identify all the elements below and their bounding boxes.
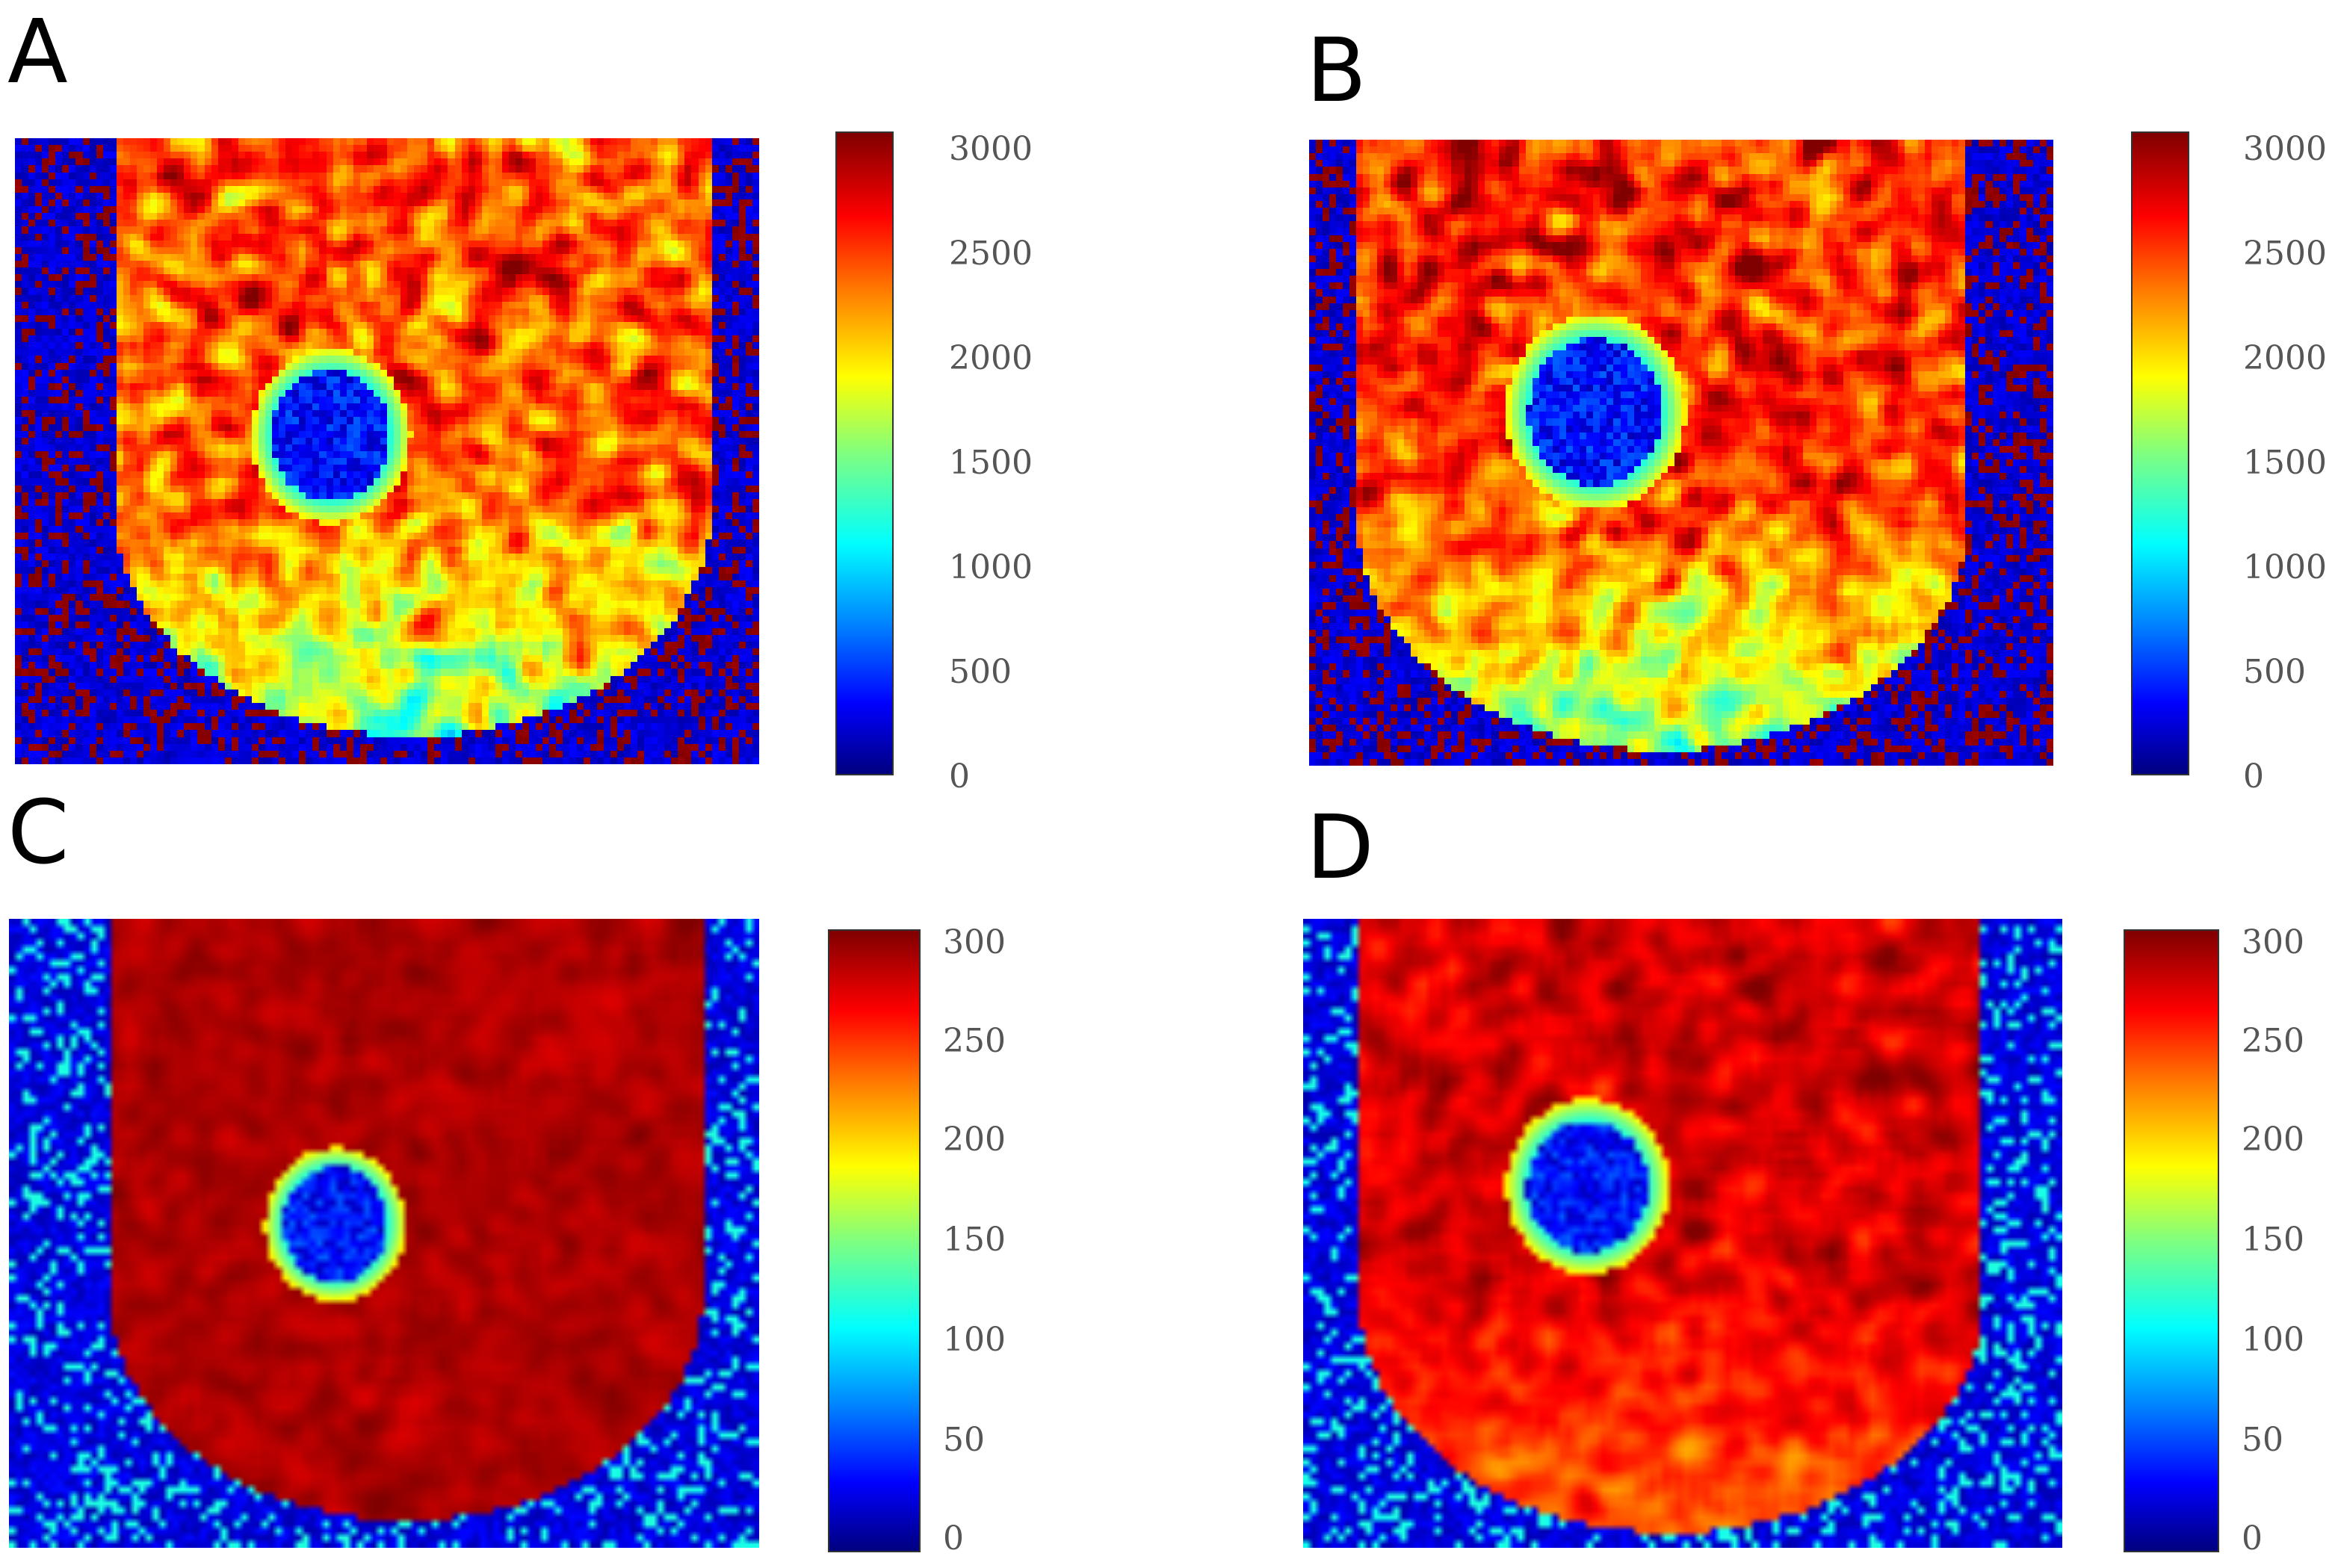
colorbar-tick: 50 xyxy=(943,1421,985,1459)
colorbar-a xyxy=(835,131,894,775)
colorbar-tick: 100 xyxy=(2242,1321,2304,1359)
colorbar-tick: 1000 xyxy=(949,548,1033,586)
colorbar-tick: 250 xyxy=(2242,1022,2304,1060)
colorbar-tick: 200 xyxy=(943,1121,1006,1159)
colorbar-tick: 300 xyxy=(2242,923,2304,961)
colorbar-tick: 500 xyxy=(2243,653,2306,691)
colorbar-tick: 0 xyxy=(949,757,970,796)
colorbar-tick: 1500 xyxy=(2243,444,2327,482)
colorbar-tick: 200 xyxy=(2242,1121,2304,1159)
colorbar-c xyxy=(828,929,921,1552)
colorbar-tick: 100 xyxy=(943,1321,1006,1359)
heatmap-image-a xyxy=(15,138,759,764)
colorbar-tick: 0 xyxy=(943,1519,964,1558)
colorbar-tick: 50 xyxy=(2242,1421,2283,1459)
panel-label-d: D xyxy=(1306,796,1374,899)
colorbar-tick: 500 xyxy=(949,653,1012,691)
colorbar-tick: 2500 xyxy=(949,235,1033,273)
colorbar-tick: 300 xyxy=(943,923,1006,961)
panel-label-a: A xyxy=(7,0,68,103)
colorbar-tick: 2000 xyxy=(2243,339,2327,377)
colorbar-tick: 1500 xyxy=(949,444,1033,482)
colorbar-tick: 150 xyxy=(2242,1221,2304,1259)
heatmap-image-b xyxy=(1309,140,2053,766)
colorbar-tick: 2000 xyxy=(949,339,1033,377)
colorbar-tick: 150 xyxy=(943,1221,1006,1259)
panel-label-c: C xyxy=(7,781,69,884)
heatmap-image-c xyxy=(9,919,759,1548)
colorbar-tick: 3000 xyxy=(2243,130,2327,168)
colorbar-tick: 1000 xyxy=(2243,548,2327,586)
colorbar-tick: 3000 xyxy=(949,130,1033,168)
colorbar-tick: 0 xyxy=(2243,757,2264,796)
colorbar-b xyxy=(2131,131,2189,775)
colorbar-tick: 0 xyxy=(2242,1519,2263,1558)
colorbar-tick: 250 xyxy=(943,1022,1006,1060)
colorbar-d xyxy=(2124,929,2219,1552)
colorbar-tick: 2500 xyxy=(2243,235,2327,273)
heatmap-image-d xyxy=(1303,919,2062,1548)
panel-label-b: B xyxy=(1306,19,1367,122)
